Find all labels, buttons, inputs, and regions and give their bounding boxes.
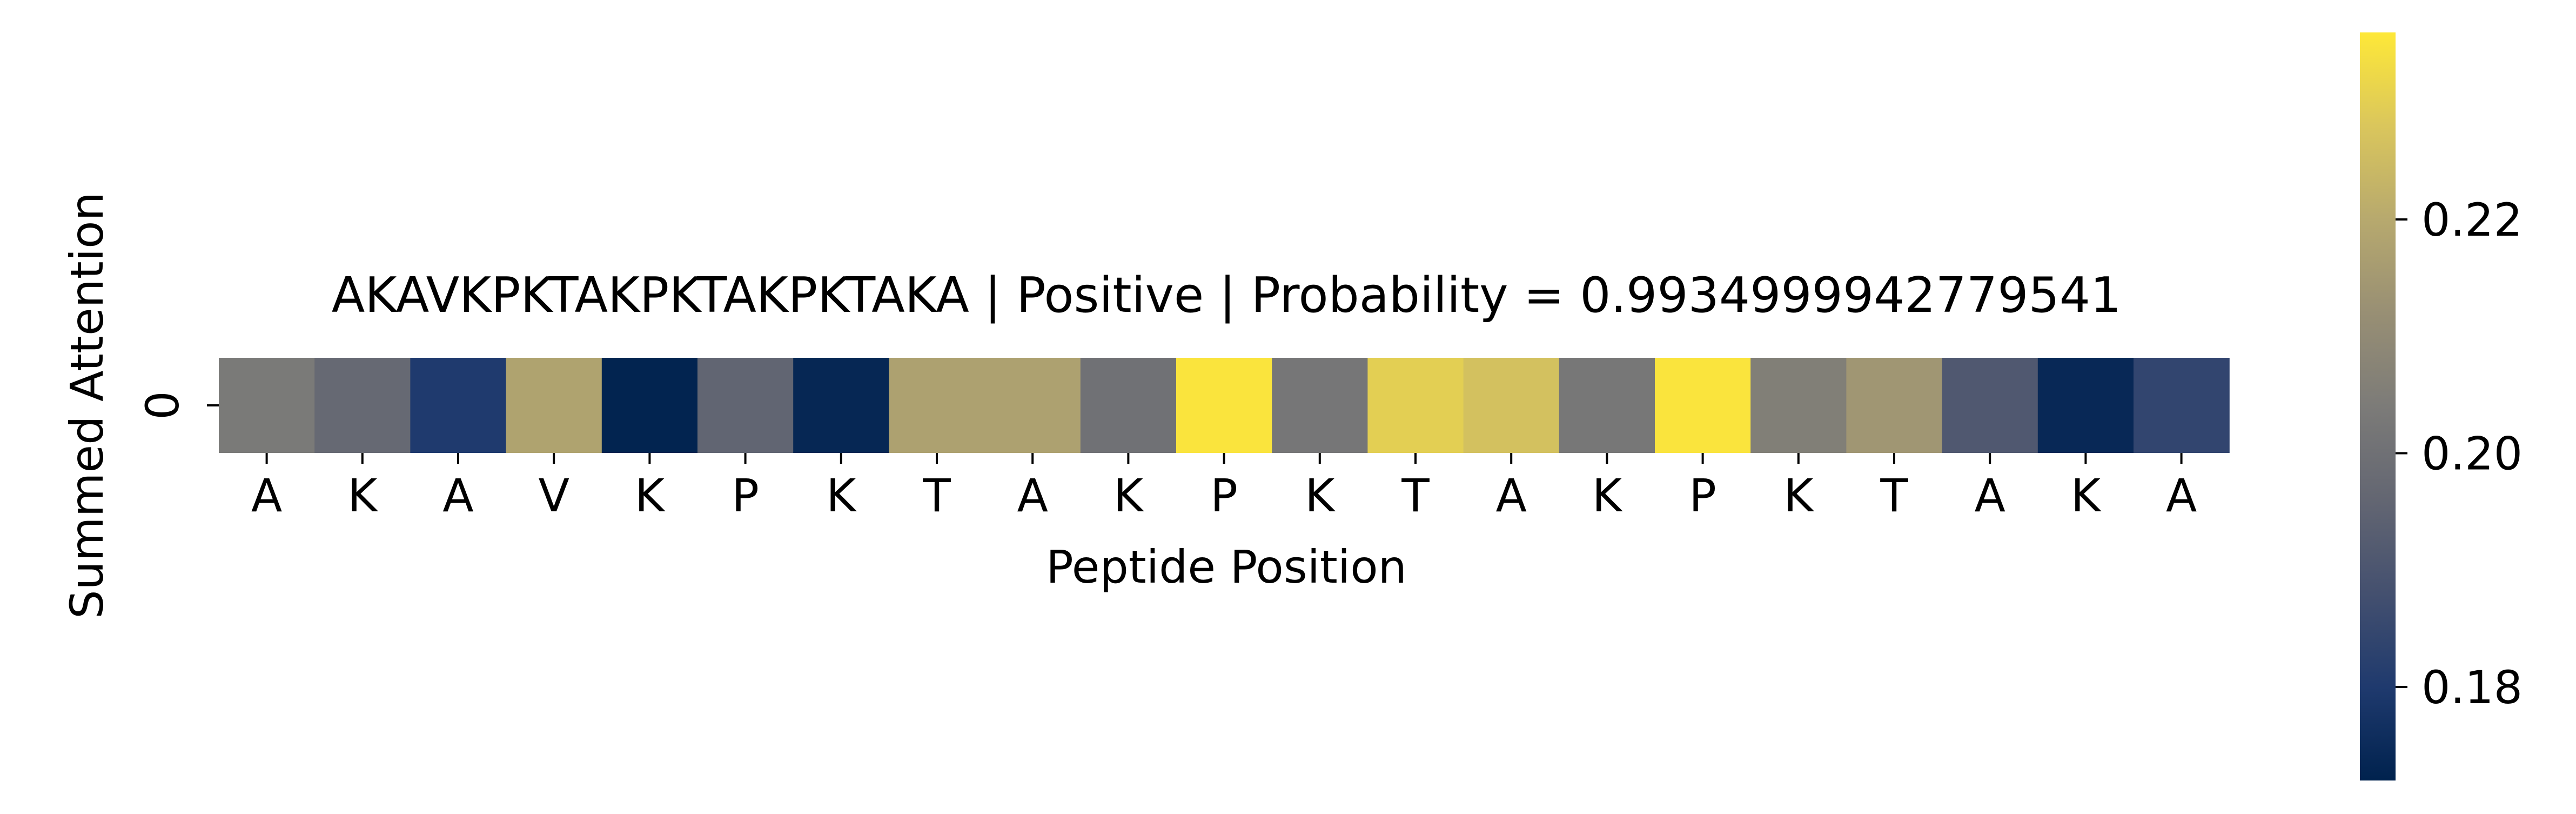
x-tick-label: K	[826, 469, 857, 522]
heatmap-cell	[1750, 358, 1847, 453]
x-tick-label: K	[347, 469, 378, 522]
colorbar-tick-label: 0.20	[2421, 428, 2523, 481]
heatmap-cell	[1367, 358, 1464, 453]
x-axis-label: Peptide Position	[1046, 541, 1407, 593]
x-tick-label: A	[1495, 469, 1526, 522]
heatmap-cell	[2134, 358, 2230, 453]
colorbar	[2360, 32, 2396, 780]
heatmap-cell	[601, 358, 698, 453]
x-tick-label: A	[2166, 469, 2197, 522]
heatmap-cell	[1463, 358, 1560, 453]
x-tick-label: K	[2071, 469, 2102, 522]
heatmap-cell	[1176, 358, 1272, 453]
heatmap-cell	[2037, 358, 2134, 453]
heatmap-cell	[889, 358, 985, 453]
x-tick-label: K	[1305, 469, 1336, 522]
x-tick-label: A	[442, 469, 473, 522]
x-tick-label: A	[251, 469, 282, 522]
x-tick-label: P	[1689, 469, 1716, 522]
heatmap-cell	[984, 358, 1081, 453]
x-tick-label: P	[1210, 469, 1238, 522]
heatmap-cell	[1942, 358, 2038, 453]
heatmap-cell	[506, 358, 602, 453]
colorbar-ticks: 0.18 0.20 0.22	[2396, 194, 2523, 714]
x-tick-label: K	[1113, 469, 1144, 522]
y-axis-ticks: 0	[136, 391, 219, 420]
y-axis-label: Summed Attention	[61, 192, 113, 619]
x-tick-label: T	[1401, 469, 1430, 522]
x-tick-label: P	[732, 469, 759, 522]
heatmap-cell	[219, 358, 315, 453]
heatmap-cell	[410, 358, 507, 453]
x-tick-label: K	[1592, 469, 1623, 522]
heatmap-cell	[697, 358, 794, 453]
colorbar-tick-label: 0.22	[2421, 194, 2523, 246]
heatmap-cell	[1080, 358, 1177, 453]
x-tick-label: V	[538, 469, 569, 522]
x-tick-label: A	[1017, 469, 1048, 522]
x-tick-label: K	[1783, 469, 1814, 522]
heatmap-cell	[1272, 358, 1368, 453]
heatmap-cell	[1655, 358, 1751, 453]
heatmap-cell	[1846, 358, 1943, 453]
x-tick-label: K	[635, 469, 666, 522]
x-tick-label: A	[1974, 469, 2005, 522]
heatmap-cell	[314, 358, 411, 453]
colorbar-tick-label: 0.18	[2421, 661, 2523, 714]
chart-title: AKAVKPKTAKPKTAKPKTAKA | Positive | Proba…	[332, 267, 2121, 324]
x-tick-label: T	[1880, 469, 1908, 522]
heatmap-cells	[219, 358, 2230, 453]
heatmap-cell	[793, 358, 889, 453]
x-tick-label: T	[922, 469, 951, 522]
heatmap-cell	[1559, 358, 1655, 453]
y-tick-label: 0	[136, 391, 189, 419]
